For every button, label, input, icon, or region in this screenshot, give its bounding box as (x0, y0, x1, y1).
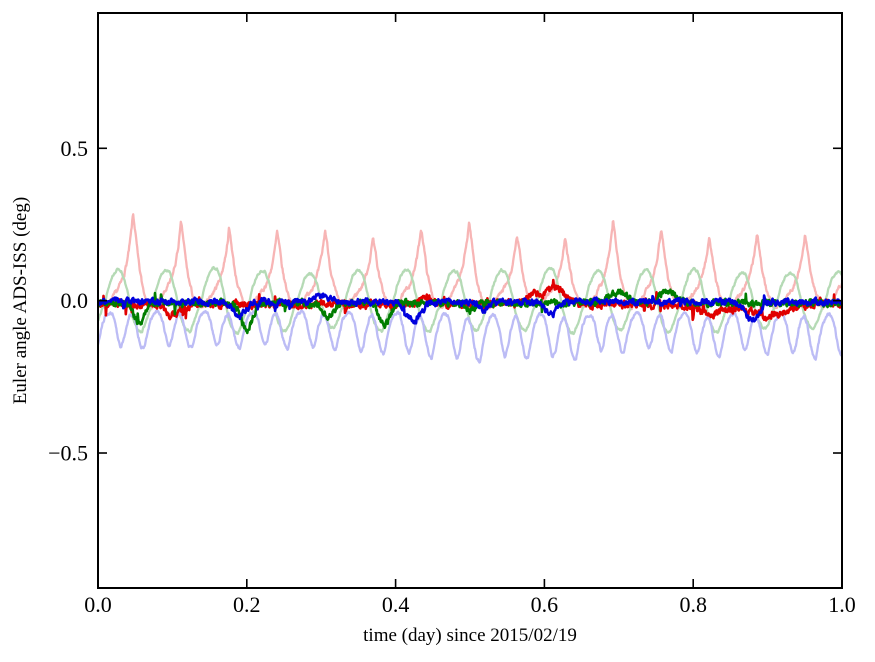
series-blue-filtered (98, 292, 842, 325)
series-red-filtered (98, 278, 842, 322)
x-axis-label: time (day) since 2015/02/19 (363, 625, 577, 646)
plot-series (98, 213, 842, 364)
y-tick-label-1: 0.0 (61, 288, 89, 313)
y-tick-label-2: −0.5 (48, 441, 88, 466)
x-tick-label-0: 0.0 (84, 592, 112, 617)
series-pale-red-raw (98, 213, 842, 311)
series-pale-blue-raw (98, 309, 842, 364)
x-tick-label-3: 0.6 (531, 592, 559, 617)
x-tick-label-5: 1.0 (828, 592, 856, 617)
x-tick-label-4: 0.8 (679, 592, 707, 617)
x-tick-label-2: 0.4 (382, 592, 410, 617)
x-tick-label-1: 0.2 (233, 592, 261, 617)
tick-labels: 0.0 0.2 0.4 0.6 0.8 1.0 0.5 0.0 −0.5 (48, 136, 856, 617)
y-axis-label: Euler angle ADS-ISS (deg) (10, 197, 31, 404)
axis-ticks (97, 13, 843, 588)
y-tick-label-0: 0.5 (61, 136, 89, 161)
